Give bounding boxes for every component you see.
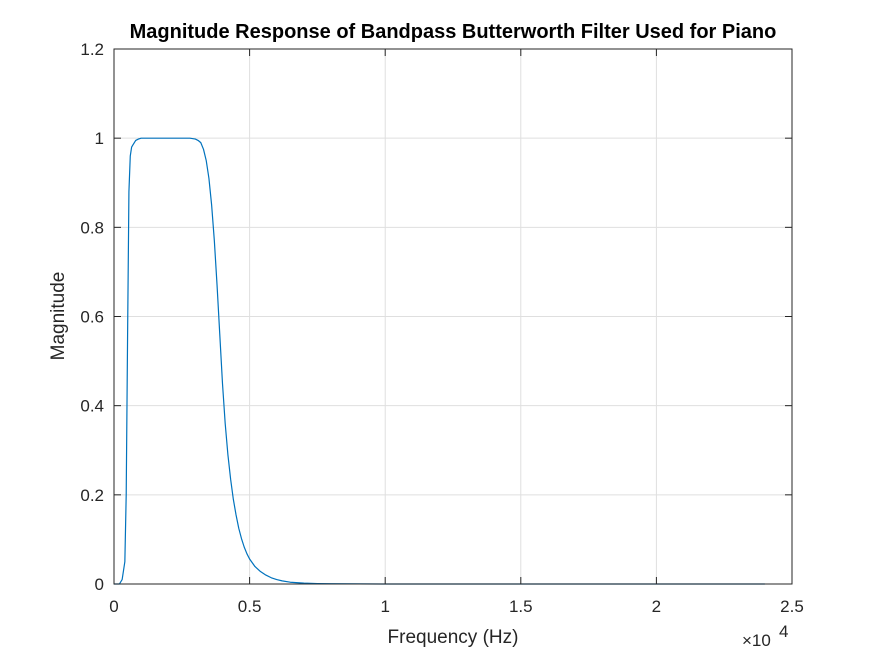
y-tick-label: 0.2 — [80, 486, 104, 505]
x-axis-exponent-base: ×10 — [742, 631, 771, 650]
y-tick-label: 1.2 — [80, 40, 104, 59]
chart-title: Magnitude Response of Bandpass Butterwor… — [130, 21, 777, 43]
series-group — [114, 137, 765, 585]
ticks: 0 0.5 1 1.5 2 2.5 0 0.2 0.4 0.6 0.8 1 1.2 — [80, 40, 803, 616]
y-axis-label: Magnitude — [48, 272, 69, 361]
y-tick-label: 0.8 — [80, 218, 104, 237]
x-tick-label: 1.5 — [509, 597, 533, 616]
y-tick-label: 0.6 — [80, 308, 104, 327]
x-axis-label: Frequency (Hz) — [388, 627, 519, 648]
x-axis-exponent: ×10 4 — [742, 622, 788, 650]
x-tick-label: 0 — [109, 597, 118, 616]
plot-area: 0 0.5 1 1.5 2 2.5 0 0.2 0.4 0.6 0.8 1 1.2 — [80, 40, 803, 616]
y-tick-label: 0 — [95, 575, 104, 594]
y-tick-label: 1 — [95, 129, 104, 148]
x-tick-label: 0.5 — [238, 597, 262, 616]
x-tick-label: 2.5 — [780, 597, 804, 616]
grid — [114, 49, 792, 584]
y-tick-label: 0.4 — [80, 397, 104, 416]
series-line-0 — [114, 137, 765, 585]
x-axis-exponent-power: 4 — [779, 622, 788, 641]
x-tick-label: 2 — [652, 597, 661, 616]
x-tick-label: 1 — [380, 597, 389, 616]
